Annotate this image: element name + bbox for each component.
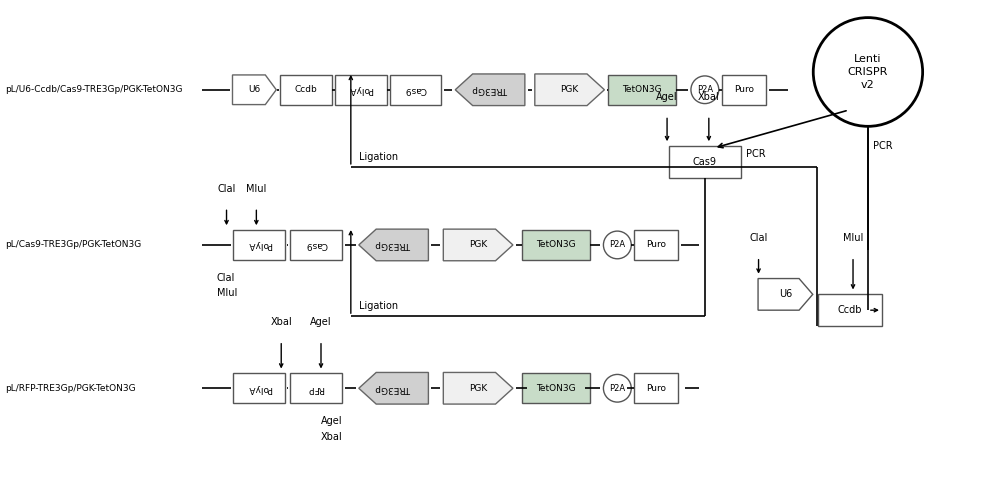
Text: MluI: MluI — [246, 183, 267, 193]
Text: Puro: Puro — [646, 384, 666, 393]
Polygon shape — [232, 75, 276, 105]
Text: U6: U6 — [248, 85, 260, 94]
Polygon shape — [535, 74, 604, 106]
FancyBboxPatch shape — [335, 75, 387, 105]
Text: U6: U6 — [779, 289, 792, 300]
Text: PolyA: PolyA — [247, 384, 272, 393]
Polygon shape — [443, 372, 513, 404]
Polygon shape — [758, 278, 813, 310]
Polygon shape — [443, 229, 513, 261]
Text: TetON3G: TetON3G — [536, 384, 576, 393]
Circle shape — [691, 76, 719, 104]
FancyBboxPatch shape — [390, 75, 441, 105]
Text: Cas9: Cas9 — [693, 157, 717, 167]
Text: Cas9: Cas9 — [305, 240, 327, 250]
FancyBboxPatch shape — [233, 373, 285, 403]
FancyBboxPatch shape — [608, 75, 676, 105]
Text: Puro: Puro — [734, 85, 754, 94]
Text: PGK: PGK — [469, 384, 487, 393]
Circle shape — [603, 231, 631, 259]
Text: XbaI: XbaI — [321, 432, 343, 442]
Text: TRE3Gp: TRE3Gp — [376, 240, 411, 250]
Text: PolyA: PolyA — [348, 85, 373, 94]
Text: ClaI: ClaI — [217, 273, 235, 283]
Polygon shape — [359, 229, 428, 261]
FancyBboxPatch shape — [669, 146, 741, 178]
Text: Ligation: Ligation — [359, 152, 398, 162]
Text: PCR: PCR — [873, 141, 893, 151]
Text: pL/Cas9-TRE3Gp/PGK-TetON3G: pL/Cas9-TRE3Gp/PGK-TetON3G — [5, 240, 141, 250]
Text: AgeI: AgeI — [310, 317, 332, 327]
Text: XbaI: XbaI — [270, 317, 292, 327]
Circle shape — [603, 374, 631, 402]
Text: AgeI: AgeI — [656, 92, 678, 102]
Text: PCR: PCR — [746, 149, 765, 159]
Text: TetON3G: TetON3G — [622, 85, 662, 94]
Text: PolyA: PolyA — [247, 240, 272, 250]
Text: XbaI: XbaI — [698, 92, 720, 102]
Text: Lenti
CRISPR
v2: Lenti CRISPR v2 — [848, 54, 888, 90]
Polygon shape — [359, 372, 428, 404]
Text: pL/U6-Ccdb/Cas9-TRE3Gp/PGK-TetON3G: pL/U6-Ccdb/Cas9-TRE3Gp/PGK-TetON3G — [5, 85, 182, 94]
FancyBboxPatch shape — [290, 373, 342, 403]
Text: RFP: RFP — [308, 384, 324, 393]
Text: P2A: P2A — [609, 384, 625, 393]
Circle shape — [813, 18, 923, 126]
FancyBboxPatch shape — [634, 373, 678, 403]
Text: Puro: Puro — [646, 240, 666, 250]
Polygon shape — [455, 74, 525, 106]
Text: AgeI: AgeI — [321, 416, 343, 426]
Text: MluI: MluI — [843, 233, 863, 243]
FancyBboxPatch shape — [280, 75, 332, 105]
FancyBboxPatch shape — [818, 294, 882, 326]
Text: TetON3G: TetON3G — [536, 240, 576, 250]
Text: P2A: P2A — [609, 240, 625, 250]
FancyBboxPatch shape — [290, 230, 342, 260]
Text: PGK: PGK — [469, 240, 487, 250]
Text: TRE3Gp: TRE3Gp — [376, 384, 411, 393]
Text: PGK: PGK — [560, 85, 579, 94]
FancyBboxPatch shape — [722, 75, 766, 105]
FancyBboxPatch shape — [522, 230, 590, 260]
Text: P2A: P2A — [697, 85, 713, 94]
FancyBboxPatch shape — [522, 373, 590, 403]
Text: pL/RFP-TRE3Gp/PGK-TetON3G: pL/RFP-TRE3Gp/PGK-TetON3G — [5, 384, 135, 393]
Text: Cas9: Cas9 — [404, 85, 427, 94]
Text: TRE3Gp: TRE3Gp — [472, 85, 508, 94]
Text: Ccdb: Ccdb — [295, 85, 317, 94]
Text: ClaI: ClaI — [217, 183, 236, 193]
FancyBboxPatch shape — [233, 230, 285, 260]
Text: Ccdb: Ccdb — [838, 305, 862, 315]
Text: Ligation: Ligation — [359, 301, 398, 311]
FancyBboxPatch shape — [634, 230, 678, 260]
Text: ClaI: ClaI — [749, 233, 768, 243]
Text: MluI: MluI — [217, 288, 237, 299]
